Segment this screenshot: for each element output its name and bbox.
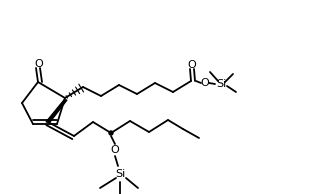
Text: O: O [201,78,209,88]
Polygon shape [46,100,67,122]
Polygon shape [109,131,113,135]
Text: O: O [35,59,44,69]
Text: O: O [187,60,196,70]
Text: O: O [110,145,119,155]
Text: Si: Si [115,169,125,179]
Text: Si: Si [216,79,226,89]
